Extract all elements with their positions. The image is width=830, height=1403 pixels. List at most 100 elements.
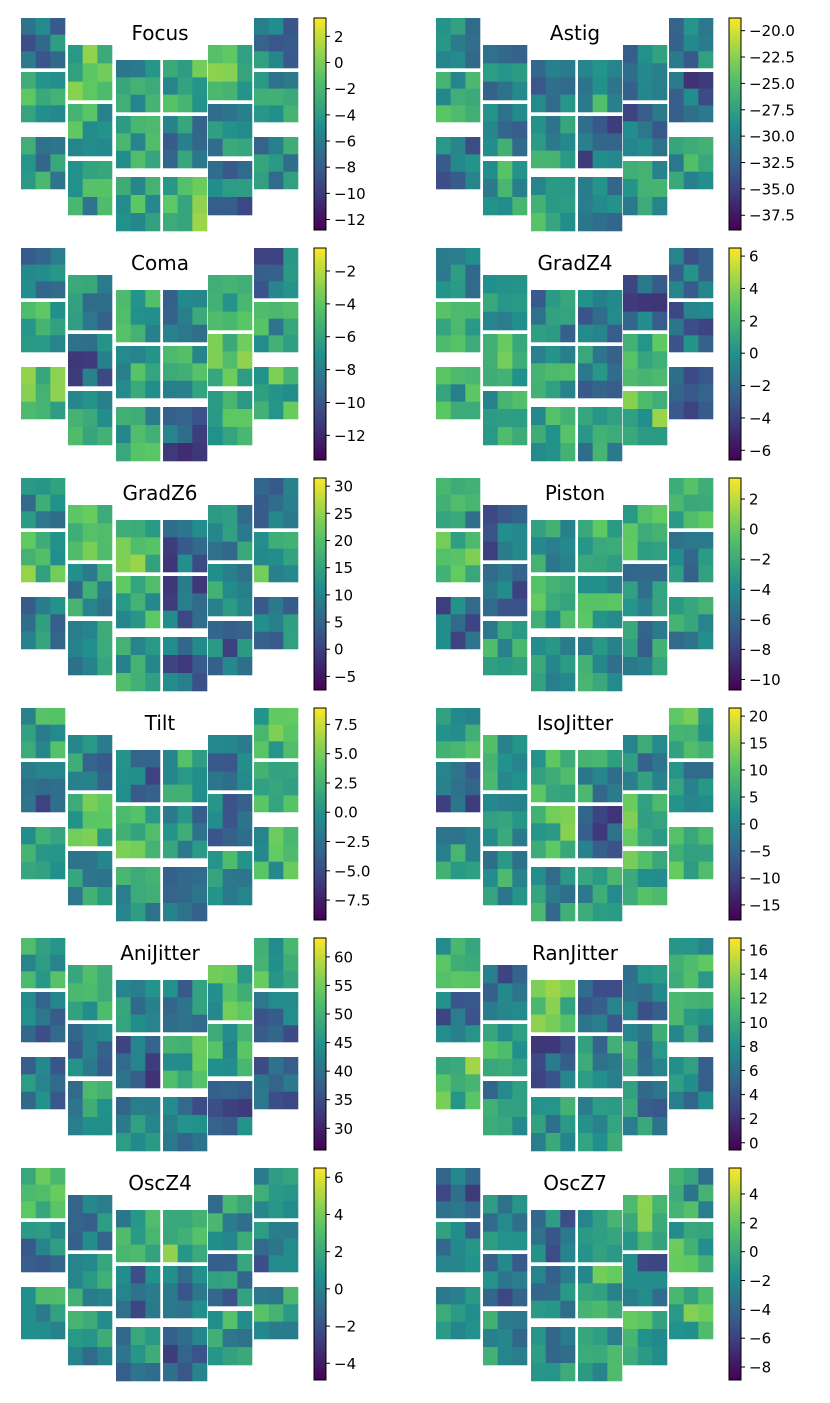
heatmap-cell [578, 1097, 593, 1116]
heatmap-cell [652, 1024, 668, 1042]
heatmap-cell [698, 1168, 714, 1185]
heatmap-cell [450, 992, 466, 1009]
heatmap-cell [623, 887, 638, 906]
heatmap-cell [21, 1168, 36, 1185]
heatmap-cell [50, 18, 66, 35]
sensor-chip [163, 60, 208, 113]
heatmap-cell [545, 290, 561, 308]
heatmap-cell [592, 1266, 608, 1284]
heatmap-cell [607, 1097, 623, 1116]
heatmap-cell [130, 150, 146, 169]
sensor-chip [578, 576, 623, 629]
heatmap-cell [637, 81, 653, 101]
heatmap-cell [497, 351, 513, 369]
heatmap-cell [545, 1115, 561, 1134]
heatmap-cell [283, 18, 299, 35]
heatmap-cell [607, 1133, 623, 1152]
heatmap-cell [545, 443, 561, 462]
heatmap-cell [450, 795, 466, 813]
heatmap-cell [698, 1238, 714, 1256]
heatmap-cell [50, 51, 66, 69]
colorbar-tick-label: −10 [749, 869, 781, 887]
colorbar-tick-label: −4 [334, 1355, 356, 1373]
heatmap-cell [97, 368, 113, 387]
heatmap-cell [436, 1074, 451, 1092]
heatmap-cell [637, 1231, 653, 1251]
heatmap-cell [698, 248, 714, 265]
heatmap-cell [545, 60, 561, 78]
heatmap-cell [35, 971, 51, 989]
sensor-chip [669, 532, 714, 583]
sensor-chip [21, 708, 66, 759]
heatmap-cell [637, 811, 653, 829]
heatmap-cell [254, 1074, 269, 1092]
heatmap-cell [698, 478, 714, 495]
heatmap-cell [698, 264, 714, 282]
heatmap-cell [130, 324, 146, 343]
heatmap-cell [652, 811, 668, 829]
heatmap-cell [21, 1238, 36, 1256]
heatmap-cell [578, 177, 593, 196]
heatmap-cell [163, 593, 178, 611]
heatmap-cell [512, 657, 528, 676]
colorbar-tick-label: 0 [749, 1243, 759, 1261]
heatmap-cell [497, 598, 513, 617]
heatmap-cell [254, 631, 269, 650]
heatmap-cell [130, 177, 146, 196]
heatmap-cell [163, 1227, 178, 1245]
heatmap-cell [578, 1014, 593, 1033]
heatmap-cell [145, 840, 161, 859]
heatmap-cell [35, 1321, 51, 1340]
heatmap-cell [465, 88, 481, 106]
sensor-chip [68, 1254, 113, 1307]
heatmap-cell [652, 1329, 668, 1348]
heatmap-cell [652, 735, 668, 754]
heatmap-cell [497, 1081, 513, 1100]
heatmap-cell [623, 409, 638, 428]
heatmap-cell [450, 861, 466, 880]
heatmap-cell [607, 576, 623, 594]
heatmap-cell [483, 581, 498, 599]
heatmap-cell [163, 1036, 178, 1054]
heatmap-cell [465, 384, 481, 402]
heatmap-cell [50, 1287, 66, 1305]
heatmap-cell [283, 318, 299, 336]
heatmap-cell [592, 867, 608, 886]
heatmap-cell [116, 1036, 131, 1054]
heatmap-cell [669, 318, 684, 336]
sensor-chip [68, 45, 113, 101]
heatmap-cell [450, 1091, 466, 1110]
heatmap-cell [578, 324, 593, 343]
heatmap-cell [68, 427, 83, 446]
heatmap-cell [669, 18, 684, 35]
heatmap-cell [545, 177, 561, 196]
heatmap-cell [531, 637, 546, 656]
heatmap-cell [97, 161, 113, 180]
heatmap-cell [163, 1014, 178, 1033]
heatmap-cell [116, 823, 131, 841]
sensor-chip [436, 708, 481, 759]
heatmap-cell [560, 784, 576, 803]
heatmap-cell [163, 133, 178, 151]
heatmap-cell [177, 195, 193, 214]
heatmap-cell [237, 45, 253, 64]
heatmap-cell [50, 1091, 66, 1110]
heatmap-cell [465, 954, 481, 972]
heatmap-cell [623, 1213, 638, 1232]
heatmap-cell [483, 161, 498, 180]
heatmap-cell [237, 1288, 253, 1307]
heatmap-cell [145, 554, 161, 573]
heatmap-cell [82, 794, 98, 812]
heatmap-cell [192, 637, 208, 656]
heatmap-cell [698, 1074, 714, 1092]
heatmap-cell [450, 1074, 466, 1092]
heatmap-cell [483, 45, 498, 64]
heatmap-cell [208, 1213, 223, 1232]
heatmap-cell [254, 281, 269, 299]
heatmap-cell [21, 1201, 36, 1219]
heatmap-cell [208, 639, 223, 658]
colorbar-tick-label: −8 [334, 159, 356, 177]
heatmap-cell [450, 532, 466, 549]
heatmap-cell [623, 179, 638, 198]
heatmap-cell [698, 494, 714, 512]
